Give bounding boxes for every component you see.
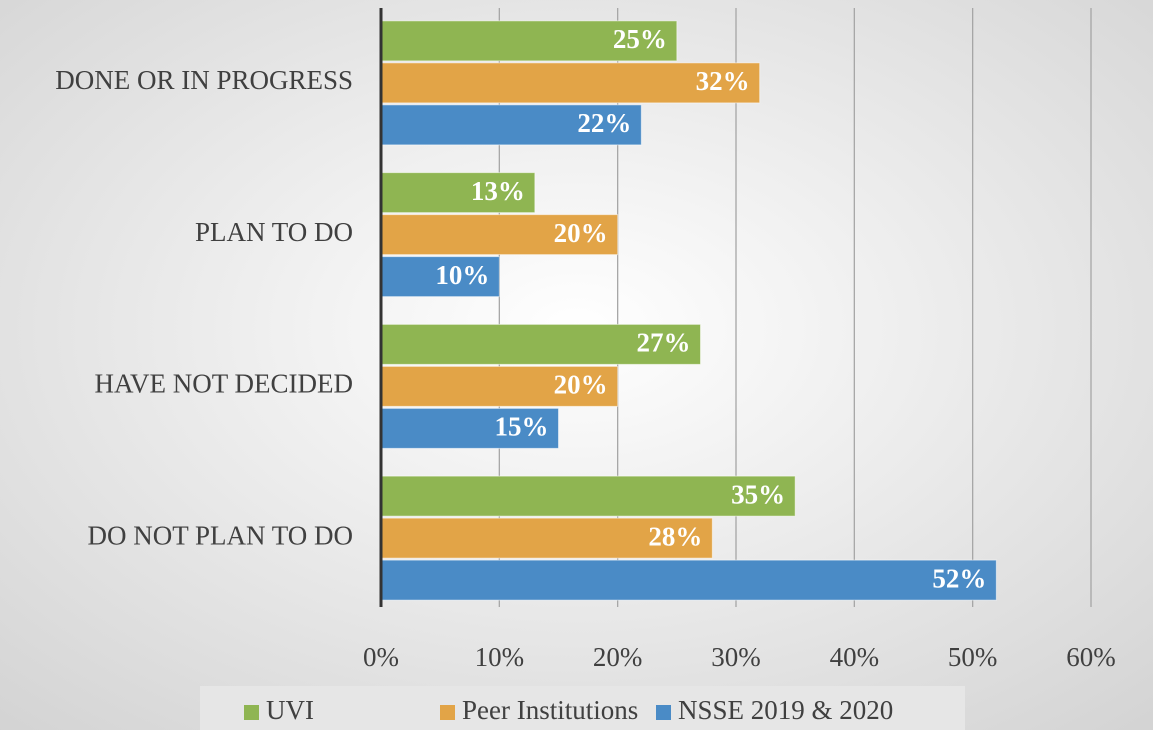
bar [380,20,678,62]
y-tick-label: HAVE NOT DECIDED [95,369,354,399]
legend-marker [440,705,455,720]
bar [380,365,619,407]
data-label: 27% [637,328,691,358]
bar [380,323,701,365]
data-label: 15% [495,412,549,442]
bar [380,407,559,449]
y-tick-label: DONE OR IN PROGRESS [55,65,353,95]
bar [380,256,500,298]
legend-label: Peer Institutions [462,695,638,725]
x-tick-label: 40% [830,642,880,672]
x-tick-label: 10% [475,642,525,672]
legend-marker [244,705,259,720]
legend-box [200,686,965,730]
y-tick-label: PLAN TO DO [195,217,353,247]
data-label: 32% [696,66,750,96]
bar [380,104,642,146]
bar [380,475,796,517]
legend-label: UVI [266,695,314,725]
data-label: 10% [435,260,489,290]
data-label: 52% [932,563,986,593]
data-label: 28% [648,521,702,551]
bar [380,62,761,104]
data-label: 13% [471,176,525,206]
x-tick-label: 60% [1066,642,1116,672]
data-label: 20% [554,370,608,400]
data-label: 25% [613,24,667,54]
x-tick-label: 0% [363,642,399,672]
data-label: 20% [554,218,608,248]
bar [380,517,713,559]
bar [380,172,536,214]
data-label: 35% [731,479,785,509]
legend-marker [656,705,671,720]
x-tick-label: 30% [711,642,761,672]
x-tick-label: 50% [948,642,998,672]
data-label: 22% [577,108,631,138]
legend-label: NSSE 2019 & 2020 [678,695,893,725]
bar [380,559,997,601]
bar [380,214,619,256]
y-tick-label: DO NOT PLAN TO DO [87,520,353,550]
x-tick-label: 20% [593,642,643,672]
